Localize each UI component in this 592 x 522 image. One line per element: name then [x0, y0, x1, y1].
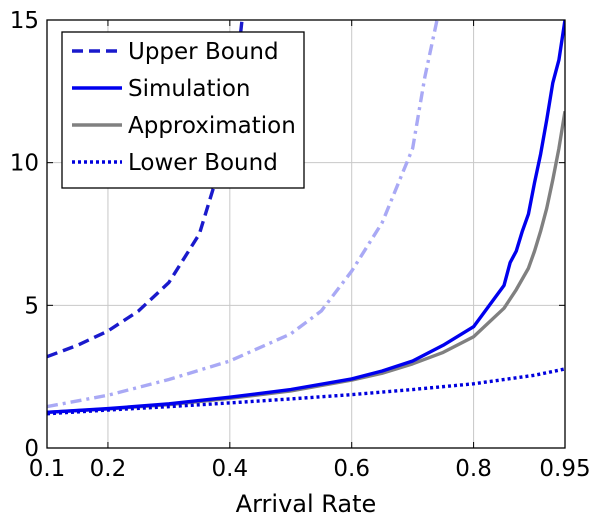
legend-label-approximation: Approximation	[128, 113, 296, 139]
x-tick-label: 0.6	[333, 456, 370, 482]
y-tick-label: 0	[24, 436, 39, 462]
series-line-simulation	[47, 20, 565, 415]
series-layer	[47, 20, 565, 416]
series-line-upper-bound	[47, 20, 244, 359]
legend: Upper Bound Simulation Approximation Lower …	[61, 31, 305, 189]
series-line-unlabeled-4	[47, 20, 439, 409]
plot-frame	[46, 19, 566, 449]
legend-label-upper-bound: Upper Bound	[128, 39, 279, 65]
x-axis-label: Arrival Rate	[236, 490, 377, 518]
legend-label-simulation: Simulation	[128, 76, 251, 102]
x-tick-label: 0.4	[212, 456, 249, 482]
series-line-lower-bound	[47, 367, 565, 416]
x-tick-label: 0.95	[539, 456, 590, 482]
y-tick-label: 15	[10, 8, 39, 34]
x-tick-label: 0.1	[29, 456, 66, 482]
axis-ticks: 0.1 0.2 0.4 0.6 0.8 0.95 0 5 10 15	[10, 8, 591, 482]
legend-label-lower-bound: Lower Bound	[128, 150, 278, 176]
x-tick-label: 0.2	[90, 456, 127, 482]
y-tick-label: 10	[10, 151, 39, 177]
y-tick-label: 5	[24, 293, 39, 319]
x-tick-label: 0.8	[455, 456, 492, 482]
